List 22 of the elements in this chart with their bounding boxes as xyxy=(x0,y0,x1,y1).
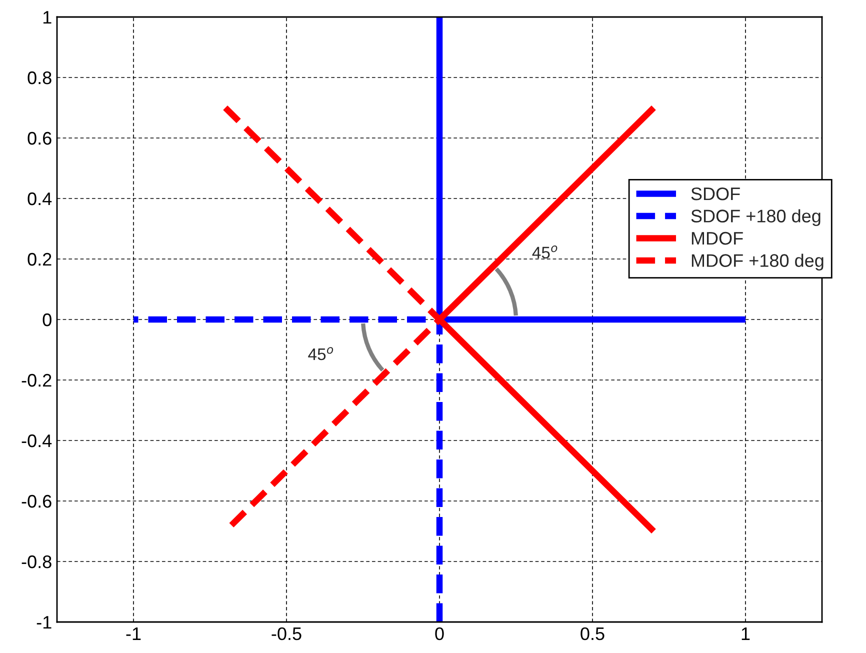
x-tick-label: 0.5 xyxy=(580,627,604,640)
y-tick-label: 1 xyxy=(43,11,52,24)
x-tick-label: -1 xyxy=(126,628,141,640)
x-tick-label: -0.5 xyxy=(272,627,302,640)
y-tick-label: -0.8 xyxy=(22,555,52,568)
y-tick-label: -1 xyxy=(36,616,52,629)
y-tick-label: 0.6 xyxy=(28,132,52,145)
annotation: 45$^{o}$ xyxy=(308,347,334,360)
legend-label: MDOF +180 deg xyxy=(692,254,824,271)
x-tick-label: 0 xyxy=(435,627,444,640)
y-tick-label: 0.4 xyxy=(28,192,52,206)
y-tick-label: -0.4 xyxy=(22,434,52,448)
annotation: 45$^{o}$ xyxy=(532,245,558,259)
legend-label: SDOF xyxy=(691,187,740,200)
x-tick-label: 1 xyxy=(742,628,750,640)
legend-label: SDOF +180 deg xyxy=(691,209,820,226)
y-tick-label: 0.8 xyxy=(28,71,52,84)
y-tick-label: -0.2 xyxy=(22,374,52,387)
y-tick-label: -0.6 xyxy=(22,494,52,508)
y-tick-label: 0 xyxy=(42,313,52,326)
legend-label: MDOF xyxy=(692,232,743,245)
y-tick-label: 0.2 xyxy=(28,252,52,266)
